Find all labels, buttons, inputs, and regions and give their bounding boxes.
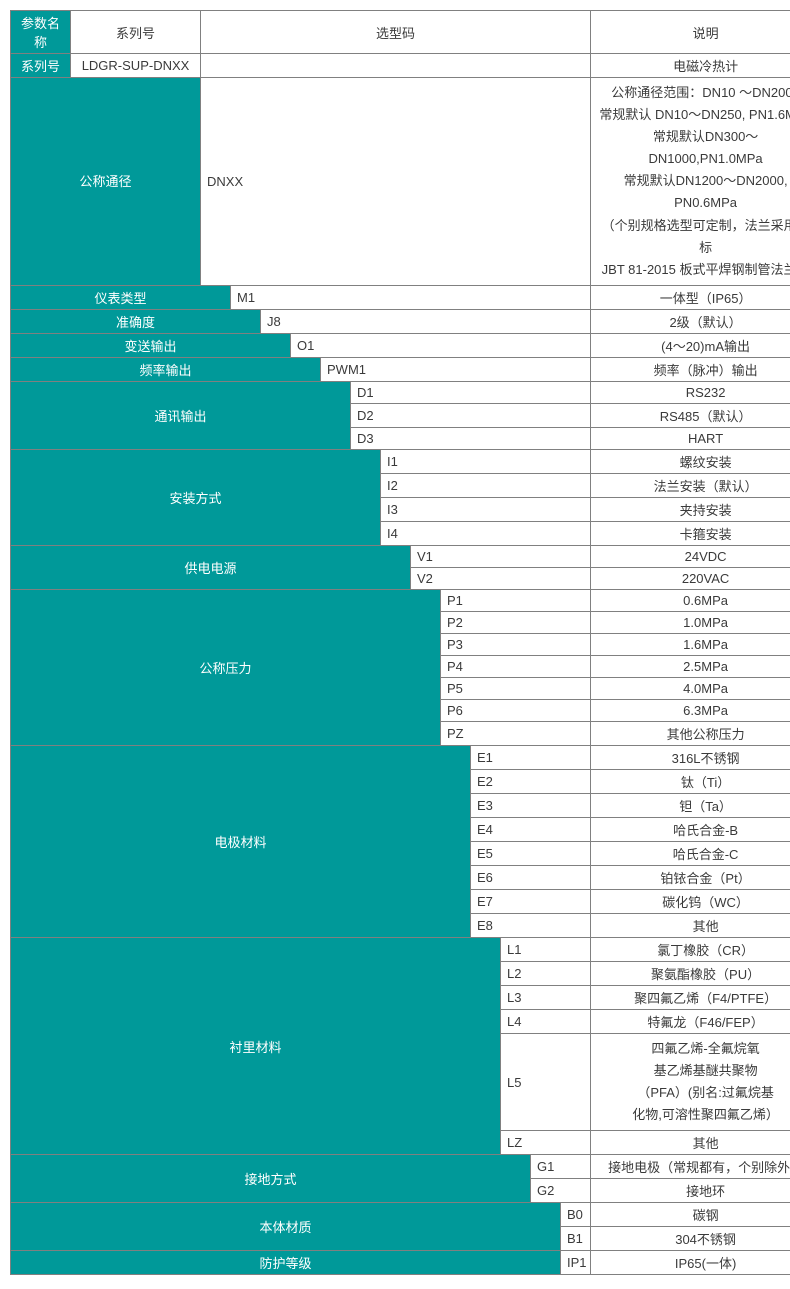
elec-label: 电极材料 <box>11 745 471 937</box>
ip-code: IP1 <box>561 1251 591 1275</box>
hdr-series: 系列号 <box>71 11 201 54</box>
type-desc: 一体型（IP65） <box>591 285 790 309</box>
hdr-code: 选型码 <box>201 11 591 54</box>
type-label: 仪表类型 <box>11 285 231 309</box>
comm-code-1: D1 <box>351 381 591 403</box>
comm-row-1: 通讯输出 D1 RS232 <box>11 381 790 403</box>
freq-label: 频率输出 <box>11 357 321 381</box>
series-desc: 电磁冷热计 <box>591 54 790 78</box>
dn-code: DNXX <box>201 78 591 286</box>
acc-desc: 2级（默认） <box>591 309 790 333</box>
press-row-1: 公称压力 P1 0.6MPa <box>11 589 790 611</box>
acc-code: J8 <box>261 309 591 333</box>
ip-row: 防护等级 IP1 IP65(一体) <box>11 1251 790 1275</box>
series-row: 系列号 LDGR-SUP-DNXX 电磁冷热计 <box>11 54 790 78</box>
liner-label: 衬里材料 <box>11 937 501 1154</box>
trans-label: 变送输出 <box>11 333 291 357</box>
dn-desc: 公称通径范围：DN10 ～DN2000 常规默认 DN10～DN250, PN1… <box>591 78 790 286</box>
acc-label: 准确度 <box>11 309 261 333</box>
power-label: 供电电源 <box>11 545 411 589</box>
install-row-1: 安装方式 I1 螺纹安装 <box>11 449 790 473</box>
freq-row: 频率输出 PWM1 频率（脉冲）输出 <box>11 357 790 381</box>
install-label: 安装方式 <box>11 449 381 545</box>
liner-row-1: 衬里材料 L1 氯丁橡胶（CR） <box>11 937 790 961</box>
comm-desc-1: RS232 <box>591 381 790 403</box>
dn-label: 公称通径 <box>11 78 201 286</box>
ip-label: 防护等级 <box>11 1251 561 1275</box>
selection-table: 参数名称 系列号 选型码 说明 系列号 LDGR-SUP-DNXX 电磁冷热计 … <box>10 10 790 1275</box>
trans-row: 变送输出 O1 (4～20)mA输出 <box>11 333 790 357</box>
press-label: 公称压力 <box>11 589 441 745</box>
dn-row: 公称通径 DNXX 公称通径范围：DN10 ～DN2000 常规默认 DN10～… <box>11 78 790 286</box>
ground-row-1: 接地方式 G1 接地电极（常规都有，个别除外） <box>11 1155 790 1179</box>
freq-desc: 频率（脉冲）输出 <box>591 357 790 381</box>
header-row: 参数名称 系列号 选型码 说明 <box>11 11 790 54</box>
hdr-param: 参数名称 <box>11 11 71 54</box>
trans-desc: (4～20)mA输出 <box>591 333 790 357</box>
power-row-1: 供电电源 V1 24VDC <box>11 545 790 567</box>
acc-row: 准确度 J8 2级（默认） <box>11 309 790 333</box>
ground-label: 接地方式 <box>11 1155 531 1203</box>
ip-desc: IP65(一体) <box>591 1251 790 1275</box>
hdr-desc: 说明 <box>591 11 790 54</box>
type-row: 仪表类型 M1 一体型（IP65） <box>11 285 790 309</box>
series-code: LDGR-SUP-DNXX <box>71 54 201 78</box>
freq-code: PWM1 <box>321 357 591 381</box>
comm-label: 通讯输出 <box>11 381 351 449</box>
liner-l5-desc: 四氟乙烯-全氟烷氧 基乙烯基醚共聚物 （PFA）(别名:过氟烷基 化物,可溶性聚… <box>591 1033 790 1130</box>
body-row-1: 本体材质 B0 碳钢 <box>11 1203 790 1227</box>
trans-code: O1 <box>291 333 591 357</box>
type-code: M1 <box>231 285 591 309</box>
elec-row-1: 电极材料 E1 316L不锈钢 <box>11 745 790 769</box>
body-label: 本体材质 <box>11 1203 561 1251</box>
series-label: 系列号 <box>11 54 71 78</box>
